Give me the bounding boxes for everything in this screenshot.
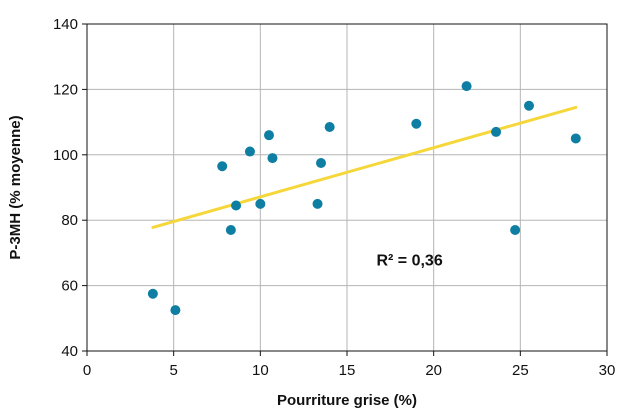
x-tick-label: 15 xyxy=(339,362,356,379)
x-tick-label: 25 xyxy=(512,362,529,379)
y-tick-label: 140 xyxy=(53,16,78,33)
y-tick-label: 100 xyxy=(53,147,78,164)
data-point xyxy=(461,81,472,92)
data-points xyxy=(147,81,581,316)
data-point xyxy=(264,130,274,141)
data-point xyxy=(491,126,502,137)
y-axis-label: P-3MH (% moyenne) xyxy=(7,115,24,259)
data-point xyxy=(570,133,581,144)
x-tick-label: 10 xyxy=(252,362,269,379)
data-point xyxy=(231,200,242,211)
grid xyxy=(87,24,607,351)
y-tick-label: 40 xyxy=(61,343,78,360)
data-point xyxy=(411,118,422,129)
data-point xyxy=(147,288,158,299)
x-tick-label: 30 xyxy=(599,362,616,379)
r-squared-annotation: R² = 0,36 xyxy=(376,252,442,269)
trendline xyxy=(151,105,578,229)
data-point xyxy=(510,225,521,236)
data-point xyxy=(267,153,278,164)
x-tick-label: 0 xyxy=(83,362,91,379)
data-point xyxy=(324,122,335,133)
data-point xyxy=(524,100,534,111)
tick-labels: 0 5 10 15 20 25 30 40 60 80 100 120 140 xyxy=(53,16,615,379)
y-tick-label: 80 xyxy=(61,212,78,229)
data-point xyxy=(244,146,255,157)
x-tick-label: 5 xyxy=(169,362,177,379)
y-tick-label: 60 xyxy=(61,278,78,295)
data-point xyxy=(217,161,228,172)
axes xyxy=(82,23,608,356)
data-point xyxy=(170,305,181,316)
data-point xyxy=(255,198,266,209)
data-point xyxy=(225,225,236,236)
x-tick-label: 20 xyxy=(425,362,442,379)
x-axis-label: Pourriture grise (%) xyxy=(277,392,417,409)
data-point xyxy=(316,157,326,168)
y-tick-label: 120 xyxy=(53,81,78,98)
data-point xyxy=(312,198,323,209)
